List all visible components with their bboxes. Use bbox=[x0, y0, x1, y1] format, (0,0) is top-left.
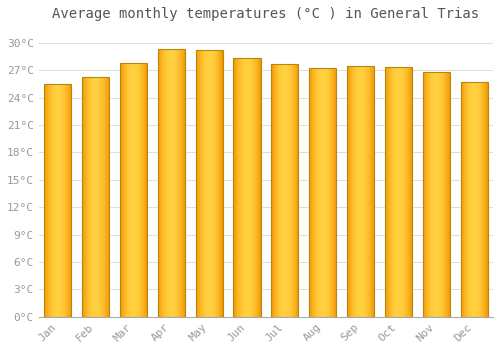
Bar bbox=[460, 82, 488, 317]
Bar bbox=[196, 50, 223, 317]
Bar bbox=[44, 84, 72, 317]
Bar bbox=[82, 77, 109, 317]
Bar bbox=[158, 49, 185, 317]
Title: Average monthly temperatures (°C ) in General Trias: Average monthly temperatures (°C ) in Ge… bbox=[52, 7, 480, 21]
Bar bbox=[347, 65, 374, 317]
Bar bbox=[234, 58, 260, 317]
Bar bbox=[120, 63, 147, 317]
Bar bbox=[271, 64, 298, 317]
Bar bbox=[385, 68, 412, 317]
Bar bbox=[422, 72, 450, 317]
Bar bbox=[309, 68, 336, 317]
